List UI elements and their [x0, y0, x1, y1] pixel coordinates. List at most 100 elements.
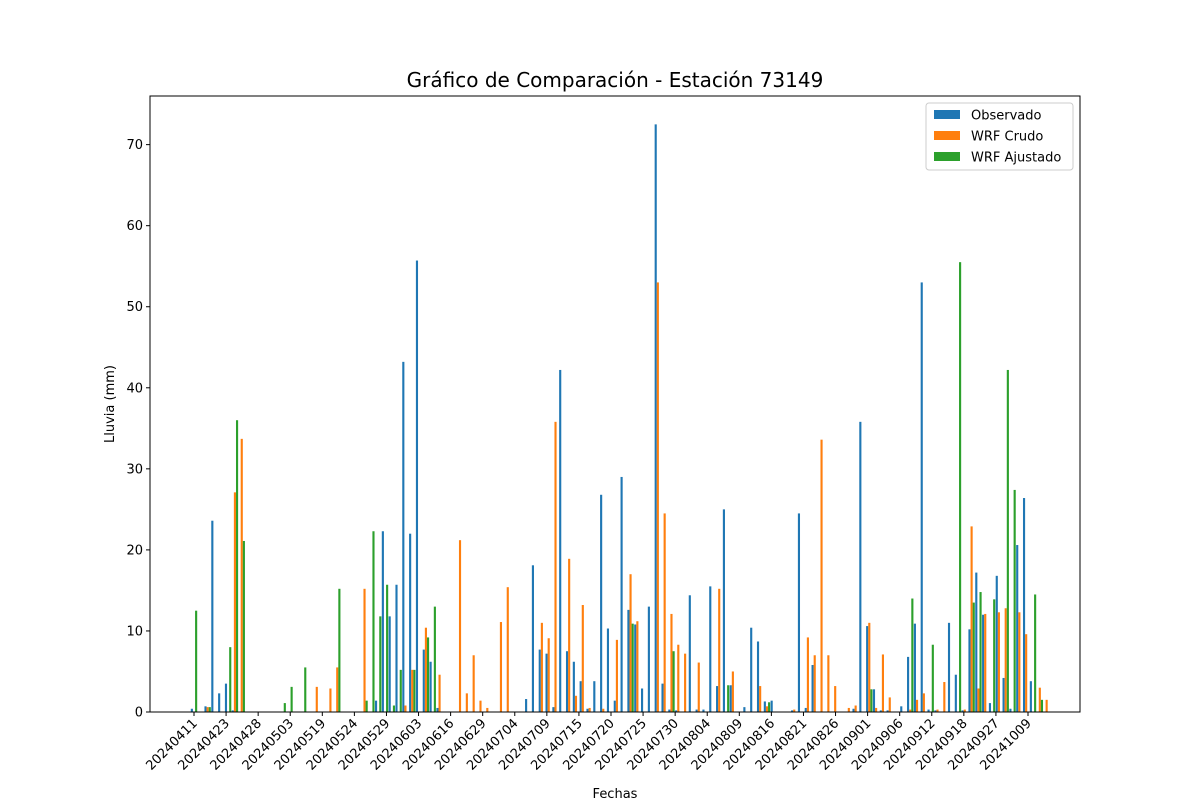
bar-wrf-crudo: [731, 671, 734, 712]
bar-observado: [975, 572, 978, 712]
bar-observado: [211, 520, 214, 712]
bar-observado: [545, 653, 548, 712]
bar-observado: [395, 584, 398, 712]
bar-wrf-ajustado: [386, 584, 389, 712]
bar-observado: [565, 651, 569, 712]
bar-observado: [920, 282, 923, 712]
bar-observado: [702, 709, 705, 712]
bar-observado: [1009, 708, 1012, 712]
bar-observado: [947, 622, 951, 712]
bar-wrf-ajustado: [413, 669, 416, 712]
bar-observado: [722, 509, 725, 712]
bar-observado: [954, 674, 957, 712]
bar-wrf-crudo: [315, 686, 318, 712]
bar-wrf-crudo: [697, 662, 700, 712]
bar-wrf-crudo: [888, 697, 891, 712]
bar-wrf-ajustado: [972, 602, 975, 712]
bar-wrf-ajustado: [1040, 699, 1044, 712]
bar-observado: [593, 681, 596, 712]
y-tick-label: 40: [126, 381, 143, 396]
bar-observado: [879, 710, 882, 712]
bar-wrf-crudo: [684, 653, 687, 712]
bar-wrf-crudo: [363, 588, 366, 712]
y-tick-label: 10: [126, 624, 143, 639]
bar-wrf-crudo: [581, 605, 584, 712]
bar-observado: [606, 628, 610, 712]
bar-wrf-crudo: [554, 421, 557, 712]
bar-observado: [668, 709, 671, 712]
y-tick-label: 0: [135, 706, 143, 721]
bar-wrf-crudo: [765, 706, 769, 712]
bar-wrf-crudo: [240, 438, 243, 712]
bar-observado: [716, 686, 719, 712]
bar-wrf-crudo: [984, 613, 987, 712]
bar-wrf-crudo: [820, 439, 823, 712]
bar-wrf-crudo: [574, 695, 578, 712]
bar-observado: [402, 361, 405, 712]
bar-observado: [531, 565, 534, 712]
bar-wrf-crudo: [875, 707, 878, 712]
bar-observado: [695, 709, 698, 712]
bar-wrf-ajustado: [365, 700, 368, 712]
bar-wrf-crudo: [827, 655, 830, 712]
bar-observado: [1016, 545, 1019, 712]
bar-observado: [422, 649, 425, 712]
bar-observado: [1022, 498, 1026, 712]
bar-wrf-ajustado: [727, 685, 730, 712]
bar-wrf-ajustado: [1013, 489, 1016, 712]
bar-wrf-crudo: [588, 707, 591, 712]
bar-observado: [429, 661, 432, 712]
bar-observado: [436, 707, 439, 712]
bar-observado: [634, 624, 637, 712]
bar-observado: [415, 260, 419, 712]
bar-wrf-ajustado: [993, 599, 996, 712]
legend-label: WRF Crudo: [971, 130, 1043, 145]
bar-wrf-crudo: [909, 709, 912, 712]
bar-wrf-ajustado: [768, 702, 771, 712]
bar-observado: [729, 685, 732, 712]
bar-observado: [900, 706, 903, 712]
bar-wrf-crudo: [656, 282, 659, 712]
bar-observado: [374, 700, 378, 712]
bar-wrf-crudo: [806, 637, 809, 712]
bar-wrf-crudo: [1018, 612, 1021, 712]
bar-wrf-crudo: [329, 688, 332, 712]
legend-swatch: [934, 152, 960, 161]
bar-observado: [770, 700, 773, 712]
bar-observado: [661, 683, 664, 712]
bar-wrf-ajustado: [304, 667, 307, 712]
bar-wrf-crudo: [854, 705, 857, 712]
x-axis-label: Fechas: [593, 787, 638, 800]
bar-observado: [559, 369, 562, 712]
bar-wrf-crudo: [847, 707, 850, 712]
bar-observado: [409, 533, 412, 712]
bar-observado: [572, 661, 575, 712]
legend-label: Observado: [971, 109, 1042, 124]
bar-observado: [961, 710, 964, 712]
bar-wrf-crudo: [759, 686, 762, 712]
bar-wrf-ajustado: [979, 592, 982, 712]
bar-observado: [866, 626, 869, 712]
bar-observado: [913, 623, 916, 712]
y-tick-label: 50: [126, 300, 143, 315]
chart-title: Gráfico de Comparación - Estación 73149: [407, 68, 824, 92]
bar-observado: [886, 710, 889, 712]
bar-observado: [1002, 677, 1005, 712]
bar-wrf-crudo: [793, 709, 796, 712]
bar-wrf-crudo: [547, 638, 550, 712]
bar-wrf-ajustado: [235, 420, 239, 712]
bar-observado: [907, 656, 910, 712]
bar-observado: [995, 575, 998, 712]
y-tick-label: 30: [126, 462, 143, 477]
bar-observado: [811, 664, 814, 712]
bar-observado: [640, 688, 644, 712]
bar-wrf-crudo: [411, 669, 414, 712]
bar-wrf-ajustado: [1034, 594, 1037, 712]
legend-box: [925, 102, 1074, 171]
bar-wrf-crudo: [997, 612, 1000, 712]
bar-wrf-ajustado: [870, 689, 873, 712]
legend-label: WRF Ajustado: [971, 151, 1061, 166]
bar-wrf-ajustado: [208, 707, 211, 712]
bar-wrf-crudo: [868, 622, 871, 712]
bar-wrf-crudo: [479, 700, 482, 712]
